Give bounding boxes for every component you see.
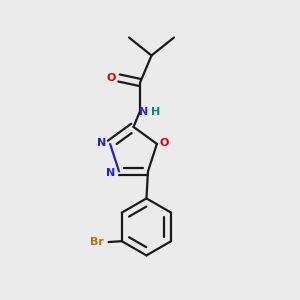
Text: Br: Br: [90, 237, 104, 247]
Text: H: H: [151, 107, 160, 117]
Text: N: N: [97, 138, 106, 148]
Text: N: N: [139, 107, 148, 117]
Text: O: O: [107, 73, 116, 83]
Text: N: N: [106, 168, 115, 178]
Text: O: O: [160, 138, 169, 148]
